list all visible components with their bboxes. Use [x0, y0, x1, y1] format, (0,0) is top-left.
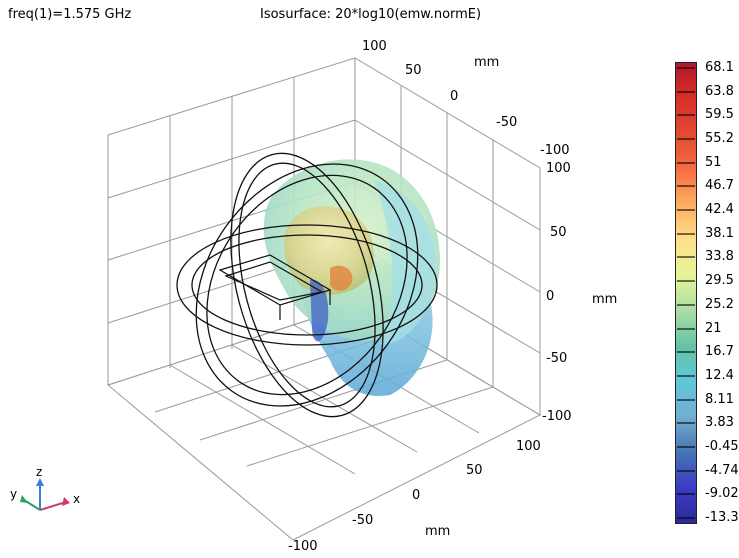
z-tick-0: 0	[546, 289, 555, 304]
x-tick-100: 100	[516, 439, 541, 454]
colorbar-tick-mark	[677, 138, 695, 141]
isosurface-cyan-right	[375, 180, 436, 345]
colorbar-tick-mark	[677, 469, 695, 472]
colorbar-tick-label: -13.3	[705, 510, 739, 525]
colorbar-tick-label: 55.2	[705, 131, 734, 147]
y-tick-back-neg100: -100	[540, 143, 570, 158]
colorbar-tick-label: 3.83	[705, 415, 734, 431]
isosurface-hot-core	[330, 265, 353, 291]
triad-y-label: y	[10, 487, 18, 501]
colorbar-tick-mark	[677, 280, 695, 283]
colorbar-tick-mark	[677, 422, 695, 425]
unit-label-z: mm	[592, 292, 618, 307]
colorbar-tick-label: 33.8	[705, 249, 734, 265]
boundary-sphere-wireframe	[176, 152, 438, 418]
isosurface-field	[263, 159, 440, 396]
colorbar-tick-label: -4.74	[705, 462, 739, 478]
colorbar-tick-mark	[677, 303, 695, 306]
unit-label-back: mm	[474, 55, 500, 70]
colorbar-tick-label: 16.7	[705, 344, 734, 360]
antenna-structure	[218, 254, 332, 320]
colorbar-tick-mark	[677, 445, 695, 448]
colorbar-tick-mark	[677, 351, 695, 354]
colorbar-tick-label: 12.4	[705, 367, 734, 383]
z-tick-neg50: -50	[546, 351, 568, 366]
colorbar-tick-label: 8.11	[705, 391, 734, 407]
y-tick-back-neg50: -50	[496, 115, 518, 130]
x-tick-0: 0	[412, 488, 421, 503]
colorbar-tick-label: 51	[705, 154, 722, 170]
colorbar-tick-label: 38.1	[705, 225, 734, 241]
y-tick-back-0: 0	[450, 89, 459, 104]
z-tick-100-back: 100	[362, 39, 387, 54]
colorbar	[675, 62, 697, 524]
colorbar-tick-mark	[677, 114, 695, 117]
colorbar-tick-mark	[677, 161, 695, 164]
colorbar-tick-label: 21	[705, 320, 722, 336]
colorbar-tick-label: -9.02	[705, 486, 739, 502]
triad-z-label: z	[36, 465, 43, 479]
colorbar-tick-mark	[677, 67, 695, 69]
colorbar-tick-mark	[677, 90, 695, 93]
z-tick-50: 50	[550, 225, 567, 240]
colorbar-tick-label: 59.5	[705, 107, 734, 123]
colorbar-tick-mark	[677, 374, 695, 377]
x-tick-50: 50	[466, 463, 483, 478]
colorbar-tick-label: 42.4	[705, 202, 734, 218]
frequency-label: freq(1)=1.575 GHz	[8, 7, 132, 22]
triad-x-label: x	[73, 492, 81, 506]
colorbar-tick-mark	[677, 185, 695, 188]
y-tick-back-50: 50	[405, 63, 422, 78]
colorbar-tick-label: 46.7	[705, 178, 734, 194]
plot-title: Isosurface: 20*log10(emw.normE)	[260, 7, 482, 22]
unit-label-x: mm	[425, 524, 451, 539]
colorbar-tick-mark	[677, 232, 695, 235]
x-tick-neg100: -100	[288, 539, 318, 554]
z-tick-neg100: -100	[542, 409, 572, 424]
x-tick-neg50: -50	[352, 513, 374, 528]
colorbar-tick-mark	[677, 327, 695, 330]
colorbar-tick-mark	[677, 493, 695, 496]
colorbar-tick-mark	[677, 398, 695, 401]
colorbar-tick-mark	[677, 256, 695, 259]
z-tick-100: 100	[546, 161, 571, 176]
colorbar-tick-mark	[677, 209, 695, 212]
colorbar-tick-label: 68.1	[705, 60, 734, 75]
colorbar-tick-label: 25.2	[705, 296, 734, 312]
colorbar-tick-mark	[677, 517, 695, 519]
colorbar-tick-label: -0.45	[705, 438, 739, 454]
colorbar-tick-label: 29.5	[705, 273, 734, 289]
axis-triad	[20, 478, 70, 511]
colorbar-tick-label: 63.8	[705, 83, 734, 99]
